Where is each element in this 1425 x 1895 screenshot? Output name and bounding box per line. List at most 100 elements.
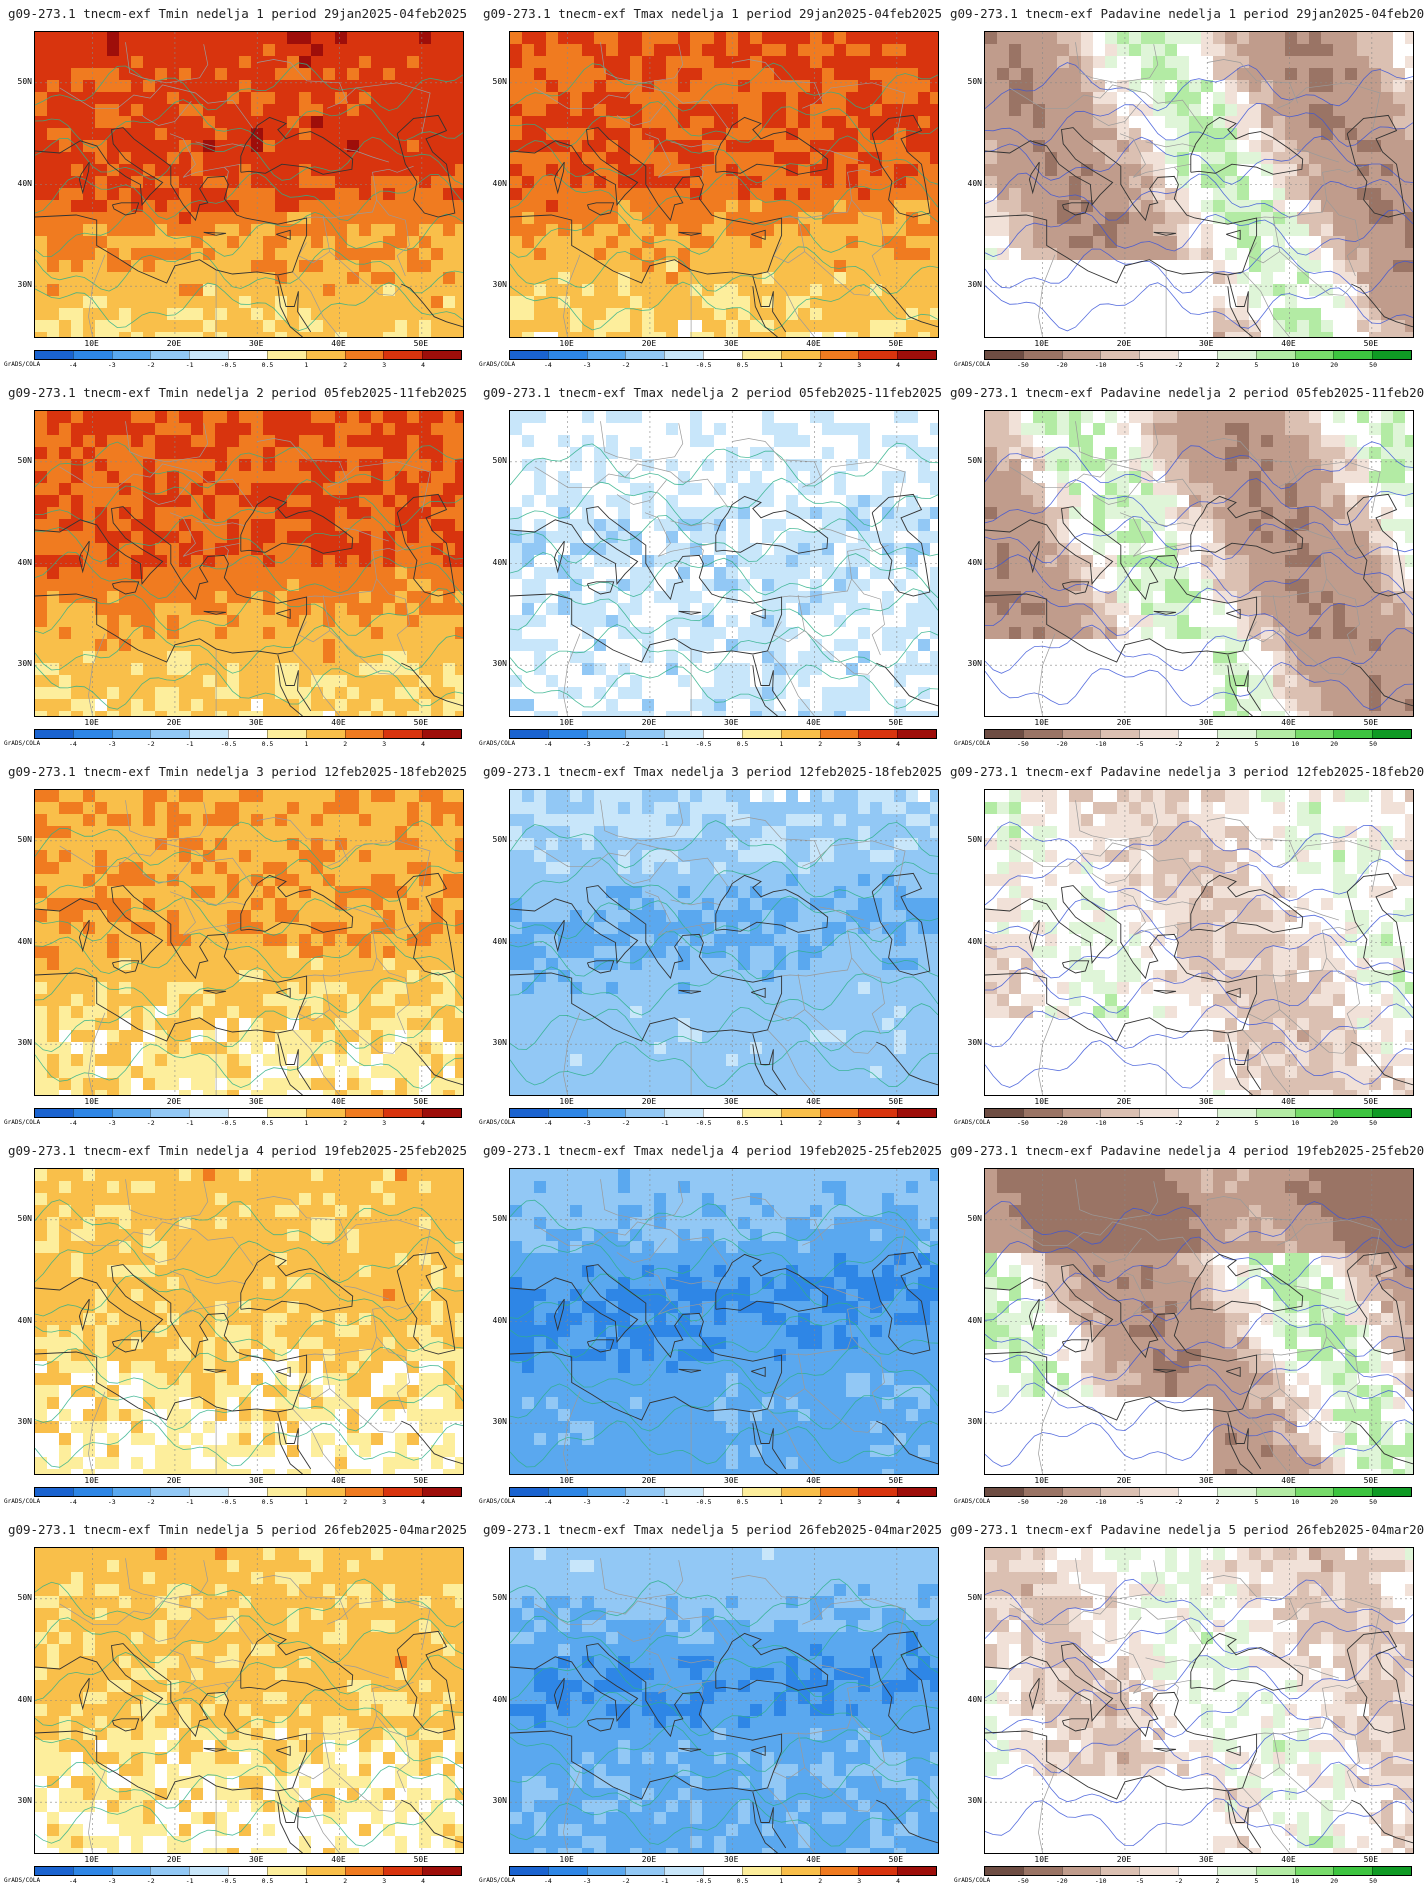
colorbar-tick-label: 0.5 — [261, 1877, 274, 1885]
map-panel: g09-273.1 tnecm-exf Padavine nedelja 4 p… — [950, 1137, 1425, 1516]
map-panel: g09-273.1 tnecm-exf Tmin nedelja 4 perio… — [0, 1137, 475, 1516]
grads-credit: GrADS/COLA — [4, 361, 41, 368]
longitude-label: 20E — [1116, 1476, 1132, 1485]
longitude-label: 40E — [806, 339, 821, 348]
colorbar-tick-label: 4 — [896, 361, 901, 369]
colorbar — [984, 1487, 1412, 1497]
panel-title: g09-273.1 tnecm-exf Tmin nedelja 2 perio… — [7, 385, 468, 400]
colorbar-tick-label: -1 — [660, 740, 669, 748]
colorbar-tick-label: -3 — [582, 361, 591, 369]
colorbar-tick-label: -50 — [1017, 1498, 1029, 1506]
colorbar-swatch — [1294, 1867, 1334, 1875]
longitude-label: 40E — [1281, 1855, 1296, 1864]
map-panel: g09-273.1 tnecm-exf Padavine nedelja 5 p… — [950, 1516, 1425, 1895]
map-panel: g09-273.1 tnecm-exf Padavine nedelja 3 p… — [950, 758, 1425, 1137]
colorbar-tick-label: -20 — [1055, 1119, 1068, 1127]
colorbar-swatch — [1139, 730, 1179, 738]
colorbar-tick-label: -4 — [68, 361, 77, 369]
colorbar-swatch — [1061, 730, 1101, 738]
colorbar-swatch — [305, 1109, 345, 1117]
colorbar-tick-label: -3 — [582, 1877, 591, 1885]
colorbar-swatch — [625, 1488, 665, 1496]
panel-title: g09-273.1 tnecm-exf Tmin nedelja 5 perio… — [7, 1522, 468, 1537]
latitude-label: 40N — [17, 178, 32, 188]
latitude-label: 50N — [17, 455, 32, 465]
colorbar-tick-label: 50 — [1369, 1119, 1377, 1127]
longitude-label: 10E — [1034, 1476, 1049, 1485]
colorbar-swatch — [1139, 1109, 1179, 1117]
colorbar-tick-label: -1 — [185, 1498, 194, 1506]
colorbar-swatch — [897, 730, 936, 738]
colorbar-tick-label: -0.5 — [220, 1877, 237, 1885]
colorbar-swatch — [819, 730, 859, 738]
colorbar-tick-label: 20 — [1330, 361, 1339, 369]
longitude-label: 30E — [723, 1476, 739, 1485]
colorbar-tick-label: -5 — [1135, 1119, 1144, 1127]
colorbar-tick-label: -50 — [1017, 1877, 1029, 1885]
longitude-label: 10E — [1034, 718, 1049, 727]
colorbar-swatch — [189, 1488, 229, 1496]
colorbar-tick-label: -1 — [660, 1119, 669, 1127]
colorbar-tick-label: 3 — [382, 740, 387, 748]
colorbar-swatch — [35, 1109, 73, 1117]
colorbar-swatch — [150, 1867, 190, 1875]
colorbar-tick-label: -10 — [1094, 361, 1107, 369]
anomaly-map — [509, 1547, 939, 1854]
map-canvas — [35, 1548, 463, 1853]
colorbar-tick-label: -20 — [1055, 1498, 1068, 1506]
colorbar-swatch — [72, 730, 112, 738]
grads-credit: GrADS/COLA — [954, 1498, 991, 1505]
colorbar-tick-label: 2 — [1215, 361, 1220, 369]
longitude-label: 50E — [1363, 1476, 1379, 1485]
latitude-label: 30N — [967, 1417, 982, 1427]
colorbar-tick-label: 20 — [1330, 740, 1339, 748]
colorbar-swatch — [819, 1109, 859, 1117]
colorbar-swatch — [189, 351, 229, 359]
colorbar-swatch — [547, 1488, 587, 1496]
colorbar — [984, 350, 1412, 360]
colorbar-tick-label: 5 — [1254, 1119, 1259, 1127]
colorbar-tick-label: -4 — [543, 361, 552, 369]
anomaly-map — [34, 1547, 464, 1854]
colorbar-swatch — [780, 1867, 820, 1875]
longitude-label: 50E — [413, 339, 429, 348]
colorbar-tick-label: 50 — [1369, 1877, 1377, 1885]
colorbar-tick-label: 4 — [421, 361, 426, 369]
colorbar-labels: -4 -3 -2 -1 -0.5 0.5 1 2 3 4 — [509, 1877, 937, 1887]
colorbar-swatch — [625, 351, 665, 359]
colorbar-swatch — [189, 1109, 229, 1117]
colorbar-tick-label: 1 — [304, 1877, 309, 1885]
longitude-label: 10E — [1034, 1097, 1049, 1106]
colorbar-tick-label: 0.5 — [736, 1119, 749, 1127]
colorbar-swatch — [1372, 1109, 1411, 1117]
colorbar — [34, 729, 462, 739]
colorbar-swatch — [586, 730, 626, 738]
colorbar-swatch — [305, 730, 345, 738]
latitude-label: 40N — [17, 1315, 32, 1325]
colorbar-tick-label: 1 — [779, 1498, 784, 1506]
colorbar-swatch — [305, 1488, 345, 1496]
colorbar-swatch — [985, 1488, 1023, 1496]
colorbar-tick-label: 1 — [304, 1498, 309, 1506]
longitude-label: 40E — [331, 339, 346, 348]
longitude-label: 10E — [84, 1097, 99, 1106]
latitude-label: 30N — [17, 1038, 32, 1048]
colorbar-swatch — [266, 1867, 306, 1875]
colorbar-tick-label: -4 — [543, 1119, 552, 1127]
colorbar-tick-label: -0.5 — [695, 361, 712, 369]
colorbar-labels: -4 -3 -2 -1 -0.5 0.5 1 2 3 4 — [509, 1498, 937, 1508]
colorbar-tick-label: -3 — [107, 1119, 116, 1127]
latitude-label: 30N — [17, 1417, 32, 1427]
colorbar-swatch — [1061, 351, 1101, 359]
colorbar-swatch — [1255, 1488, 1295, 1496]
longitude-label: 50E — [1363, 718, 1379, 727]
latitude-label: 40N — [967, 1694, 982, 1704]
latitude-label: 40N — [967, 936, 982, 946]
anomaly-map — [34, 789, 464, 1096]
colorbar-tick-label: 5 — [1254, 1877, 1259, 1885]
anomaly-map — [509, 31, 939, 338]
latitude-label: 30N — [967, 280, 982, 290]
latitude-label: 40N — [492, 1694, 507, 1704]
panel-title: g09-273.1 tnecm-exf Tmin nedelja 3 perio… — [7, 764, 468, 779]
longitude-label: 30E — [1198, 1476, 1214, 1485]
